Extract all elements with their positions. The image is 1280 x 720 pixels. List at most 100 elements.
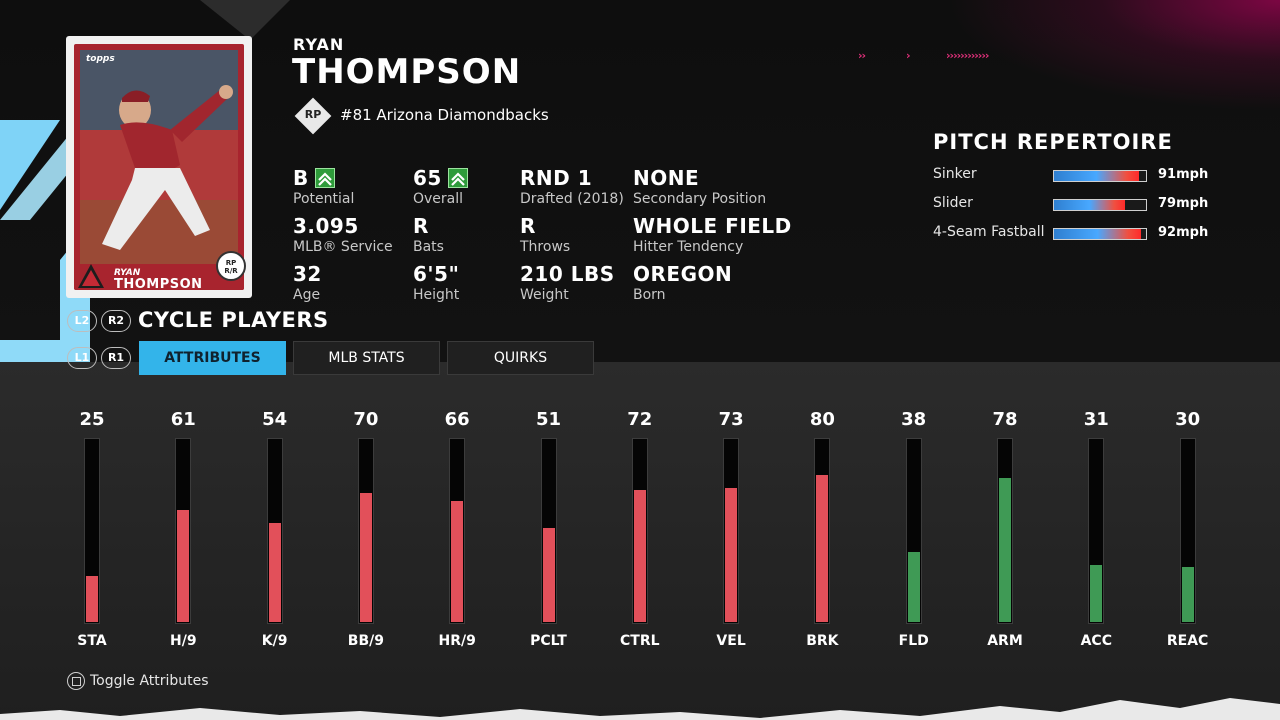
player-photo — [80, 50, 238, 264]
attribute-bar — [723, 438, 740, 624]
card-last-name: THOMPSON — [114, 277, 203, 290]
tab-quirks[interactable]: QUIRKS — [447, 341, 594, 375]
info-weight: 210 LBS Weight — [520, 262, 615, 303]
attribute-bar-fill — [86, 576, 98, 622]
attribute-bar — [1179, 438, 1196, 624]
info-label: Overall — [413, 191, 464, 207]
attribute-bar — [266, 438, 283, 624]
attribute-bar-fill — [907, 552, 920, 622]
card-position: RP — [225, 259, 237, 267]
r2-button[interactable]: R2 — [101, 310, 131, 332]
pitch-name: Sinker — [933, 166, 977, 182]
attribute-bar-fill — [1181, 566, 1194, 622]
attribute-bar — [540, 438, 557, 624]
pitch-row: Slider 79mph — [933, 195, 1223, 215]
attribute-value: 25 — [79, 409, 105, 430]
team-line: #81 Arizona Diamondbacks — [340, 106, 549, 124]
r1-button[interactable]: R1 — [101, 347, 131, 369]
upgrade-arrow-icon — [447, 168, 468, 188]
pitcher-illustration-icon — [80, 50, 238, 264]
card-first-name: RYAN — [114, 268, 141, 278]
tab-attributes[interactable]: ATTRIBUTES — [139, 341, 286, 375]
info-label: Throws — [520, 239, 571, 255]
pitch-row: Sinker 91mph — [933, 166, 1223, 186]
attribute-bar — [84, 438, 100, 624]
info-value: B — [293, 166, 309, 190]
pitch-speed-fill — [1054, 229, 1142, 239]
pitch-speed-bar — [1053, 228, 1147, 240]
info-overall: 65 Overall — [413, 166, 468, 207]
player-card: topps RYAN THOMPSON RP R/R — [66, 36, 252, 298]
info-label: Height — [413, 287, 460, 303]
attribute-value: 72 — [627, 409, 653, 430]
info-drafted: RND 1 Drafted (2018) — [520, 166, 624, 207]
info-height: 6'5" Height — [413, 262, 459, 303]
square-button-icon[interactable] — [67, 672, 85, 690]
attribute-bar — [997, 438, 1013, 624]
pitch-speed: 79mph — [1158, 196, 1209, 211]
info-bats: R Bats — [413, 214, 444, 255]
l1-button[interactable]: L1 — [67, 347, 97, 369]
attribute-value: 66 — [444, 409, 470, 430]
attribute-value: 31 — [1083, 409, 1109, 430]
attribute-bar — [631, 438, 648, 624]
player-first-name: RYAN — [293, 35, 345, 54]
pitch-speed-fill — [1054, 200, 1125, 210]
attribute-bar-fill — [1090, 564, 1103, 622]
player-last-name: THOMPSON — [292, 52, 522, 92]
info-label: MLB® Service — [293, 239, 393, 255]
toggle-attributes-label[interactable]: Toggle Attributes — [90, 673, 209, 689]
attribute-label: REAC — [1166, 633, 1209, 649]
attribute-bar-fill — [542, 528, 555, 622]
pitch-speed-bar — [1053, 199, 1147, 211]
cycle-players-label: CYCLE PLAYERS — [138, 308, 329, 332]
attribute-value: 73 — [718, 409, 744, 430]
attribute-bar — [905, 438, 922, 624]
l2-button[interactable]: L2 — [67, 310, 97, 332]
attribute-bar — [1088, 438, 1105, 624]
attribute-bar — [449, 438, 466, 624]
info-value: R — [413, 214, 429, 238]
info-value: 3.095 — [293, 214, 359, 238]
torn-edge-decoration — [0, 698, 1280, 720]
pitch-speed-bar — [1053, 170, 1147, 182]
attribute-value: 78 — [992, 409, 1018, 430]
attribute-label: H/9 — [170, 633, 197, 649]
attribute-label: FLD — [898, 633, 929, 649]
upgrade-arrow-icon — [314, 168, 335, 188]
attribute-label: VEL — [716, 633, 746, 649]
pitch-row: 4-Seam Fastball 92mph — [933, 224, 1223, 244]
info-value: 65 — [413, 166, 442, 190]
info-value: WHOLE FIELD — [633, 214, 792, 238]
attribute-value: 51 — [535, 409, 562, 430]
card-position-badge: RP R/R — [216, 251, 246, 281]
info-label: Bats — [413, 239, 444, 255]
pink-glow-decoration — [920, 0, 1280, 120]
position-badge-label: RP — [304, 108, 322, 121]
info-potential: B Potential — [293, 166, 354, 207]
tab-mlb-stats[interactable]: MLB STATS — [293, 341, 440, 375]
info-secondary-position: NONE Secondary Position — [633, 166, 766, 207]
pitch-speed-fill — [1054, 171, 1139, 181]
attribute-value: 61 — [170, 409, 196, 430]
attribute-bar — [357, 438, 374, 624]
pitch-speed: 92mph — [1158, 225, 1209, 240]
arrow-decoration: ›› — [858, 49, 866, 62]
attribute-bar-fill — [268, 522, 281, 622]
attribute-bar-fill — [177, 509, 190, 622]
attribute-bar-fill — [451, 500, 464, 622]
attribute-bar — [814, 438, 831, 624]
pitch-repertoire-title: PITCH REPERTOIRE — [933, 130, 1173, 154]
attribute-label: ARM — [987, 633, 1023, 649]
attribute-value: 80 — [809, 409, 835, 430]
attribute-value: 30 — [1175, 409, 1201, 430]
info-age: 32 Age — [293, 262, 322, 303]
attribute-label: PCLT — [530, 633, 567, 649]
info-born: OREGON Born — [633, 262, 732, 303]
attribute-value: 70 — [353, 409, 379, 430]
attribute-value: 54 — [262, 409, 288, 430]
arrow-decoration: › — [906, 49, 910, 62]
attribute-value: 38 — [901, 409, 927, 430]
info-label: Potential — [293, 191, 355, 207]
